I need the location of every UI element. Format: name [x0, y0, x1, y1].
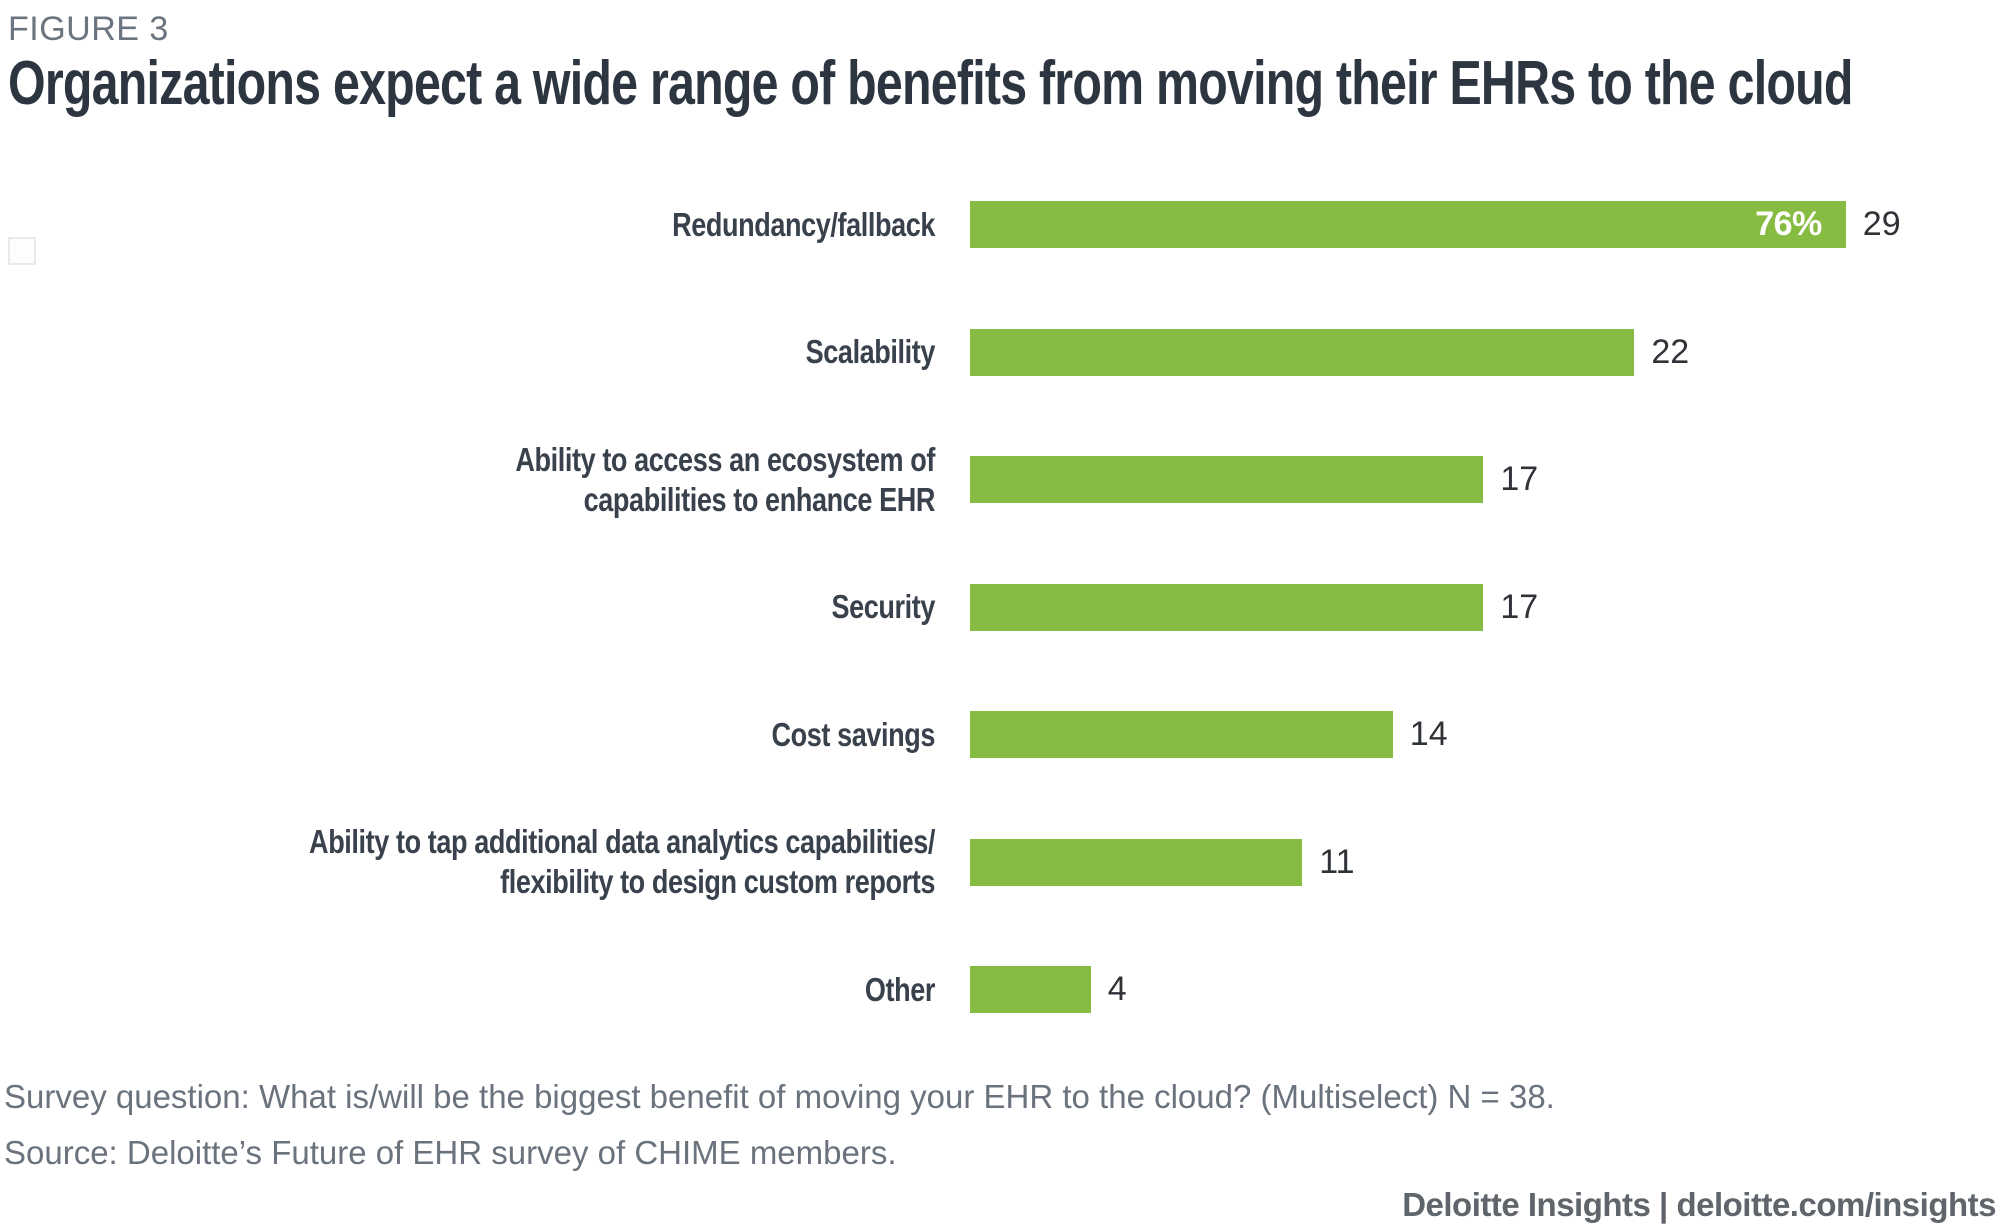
bar	[970, 328, 1635, 376]
chart-row: Security 17	[0, 544, 2000, 672]
bar-area: 4	[970, 966, 1127, 1014]
bar-area: 76% 29	[970, 201, 1901, 249]
bar	[970, 966, 1091, 1014]
category-label: Security	[831, 588, 935, 626]
chart-row: Ability to tap additional data analytics…	[0, 799, 2000, 927]
bar-area: 17	[970, 456, 1539, 504]
figure-label: FIGURE 3	[8, 10, 169, 48]
bar-area: 14	[970, 711, 1448, 759]
chart-row: Ability to access an ecosystem of capabi…	[0, 416, 2000, 544]
bar	[970, 838, 1303, 886]
value-label: 22	[1651, 332, 1690, 371]
value-label: 17	[1500, 587, 1539, 626]
value-label: 29	[1862, 205, 1901, 244]
category-label: Ability to access an ecosystem of capabi…	[515, 440, 935, 518]
bar	[970, 456, 1484, 504]
chart-row: Scalability 22	[0, 289, 2000, 417]
bar-chart: Redundancy/fallback 76% 29 Scalability 22 Abi…	[0, 161, 2000, 1054]
category-label: Cost savings	[771, 715, 935, 753]
chart-rows: Redundancy/fallback 76% 29 Scalability 22 Abi…	[0, 161, 2000, 1054]
category-label: Redundancy/fallback	[672, 205, 935, 243]
bar-inside-label: 76%	[1755, 205, 1822, 244]
deloitte-insights-attribution: Deloitte Insights | deloitte.com/insight…	[1402, 1186, 1996, 1223]
bar-area: 11	[970, 838, 1355, 886]
empty-checkbox[interactable]	[8, 237, 36, 265]
chart-row: Other 4	[0, 926, 2000, 1054]
survey-question-note: Survey question: What is/will be the big…	[4, 1078, 1555, 1115]
source-note: Source: Deloitte’s Future of EHR survey …	[4, 1134, 897, 1171]
category-label: Other	[864, 970, 936, 1008]
value-label: 17	[1500, 460, 1539, 499]
chart-row: Cost savings 14	[0, 671, 2000, 799]
bar: 76%	[970, 201, 1846, 249]
category-label: Scalability	[805, 333, 936, 371]
value-label: 4	[1107, 970, 1127, 1009]
bar-area: 22	[970, 328, 1690, 376]
chart-title: Organizations expect a wide range of ben…	[8, 49, 1853, 118]
bar-area: 17	[970, 583, 1539, 631]
category-label: Ability to tap additional data analytics…	[309, 823, 935, 901]
bar	[970, 711, 1393, 759]
chart-row: Redundancy/fallback 76% 29	[0, 161, 2000, 289]
bar	[970, 583, 1484, 631]
value-label: 11	[1319, 842, 1355, 881]
value-label: 14	[1409, 715, 1448, 754]
